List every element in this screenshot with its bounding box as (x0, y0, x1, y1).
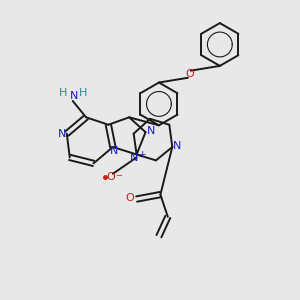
Text: N: N (58, 129, 67, 139)
Text: −: − (115, 171, 122, 180)
Text: O: O (106, 172, 115, 182)
Text: O: O (185, 69, 194, 79)
Text: N: N (147, 126, 156, 136)
Text: N: N (130, 153, 138, 163)
Text: '': '' (138, 155, 143, 164)
Text: N: N (70, 91, 78, 100)
Text: +: + (138, 150, 146, 159)
Text: O: O (126, 194, 134, 203)
Text: N: N (172, 140, 181, 151)
Text: H: H (59, 88, 68, 98)
Text: H: H (79, 88, 87, 98)
Text: N: N (110, 146, 118, 157)
